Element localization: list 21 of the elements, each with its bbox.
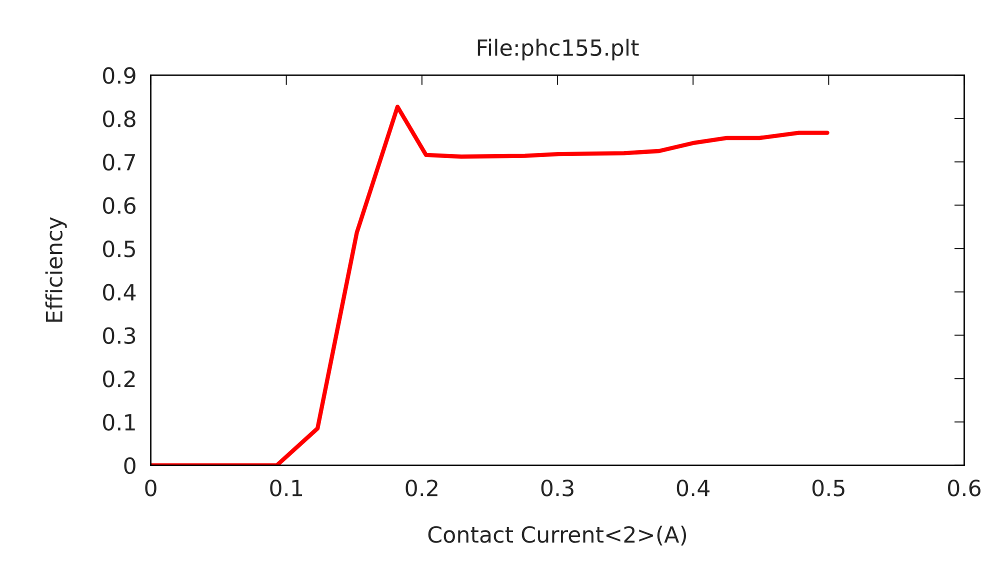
x-tick-label: 0.3 bbox=[541, 480, 574, 496]
x-tick-label: 0.4 bbox=[676, 480, 710, 496]
line-series bbox=[150, 104, 830, 466]
y-tick-label: 0.5 bbox=[103, 240, 135, 258]
y-tick-label: 0 bbox=[124, 457, 136, 474]
x-tick-label: 0.1 bbox=[270, 480, 302, 496]
y-tick-label: 0.3 bbox=[103, 327, 136, 344]
x-tick-label: 0.6 bbox=[948, 480, 980, 496]
x-tick-label: 0.5 bbox=[812, 480, 844, 496]
y-axis-title: Efficiency bbox=[45, 217, 67, 322]
x-tick-label: 0.2 bbox=[406, 480, 438, 496]
x-tick-label: 0 bbox=[145, 480, 156, 496]
x-axis-title: Contact Current<2>(A) bbox=[428, 526, 686, 546]
y-tick-label: 0.6 bbox=[103, 197, 136, 214]
y-tick-label: 0.9 bbox=[103, 67, 136, 84]
y-tick-label: 0.2 bbox=[103, 370, 135, 388]
y-tick-label: 0.1 bbox=[103, 414, 135, 431]
y-tick-label: 0.4 bbox=[103, 284, 136, 301]
y-tick-label: 0.8 bbox=[103, 110, 136, 128]
chart-title: File:phc155.plt bbox=[478, 38, 639, 60]
y-tick-label: 0.7 bbox=[103, 154, 135, 171]
